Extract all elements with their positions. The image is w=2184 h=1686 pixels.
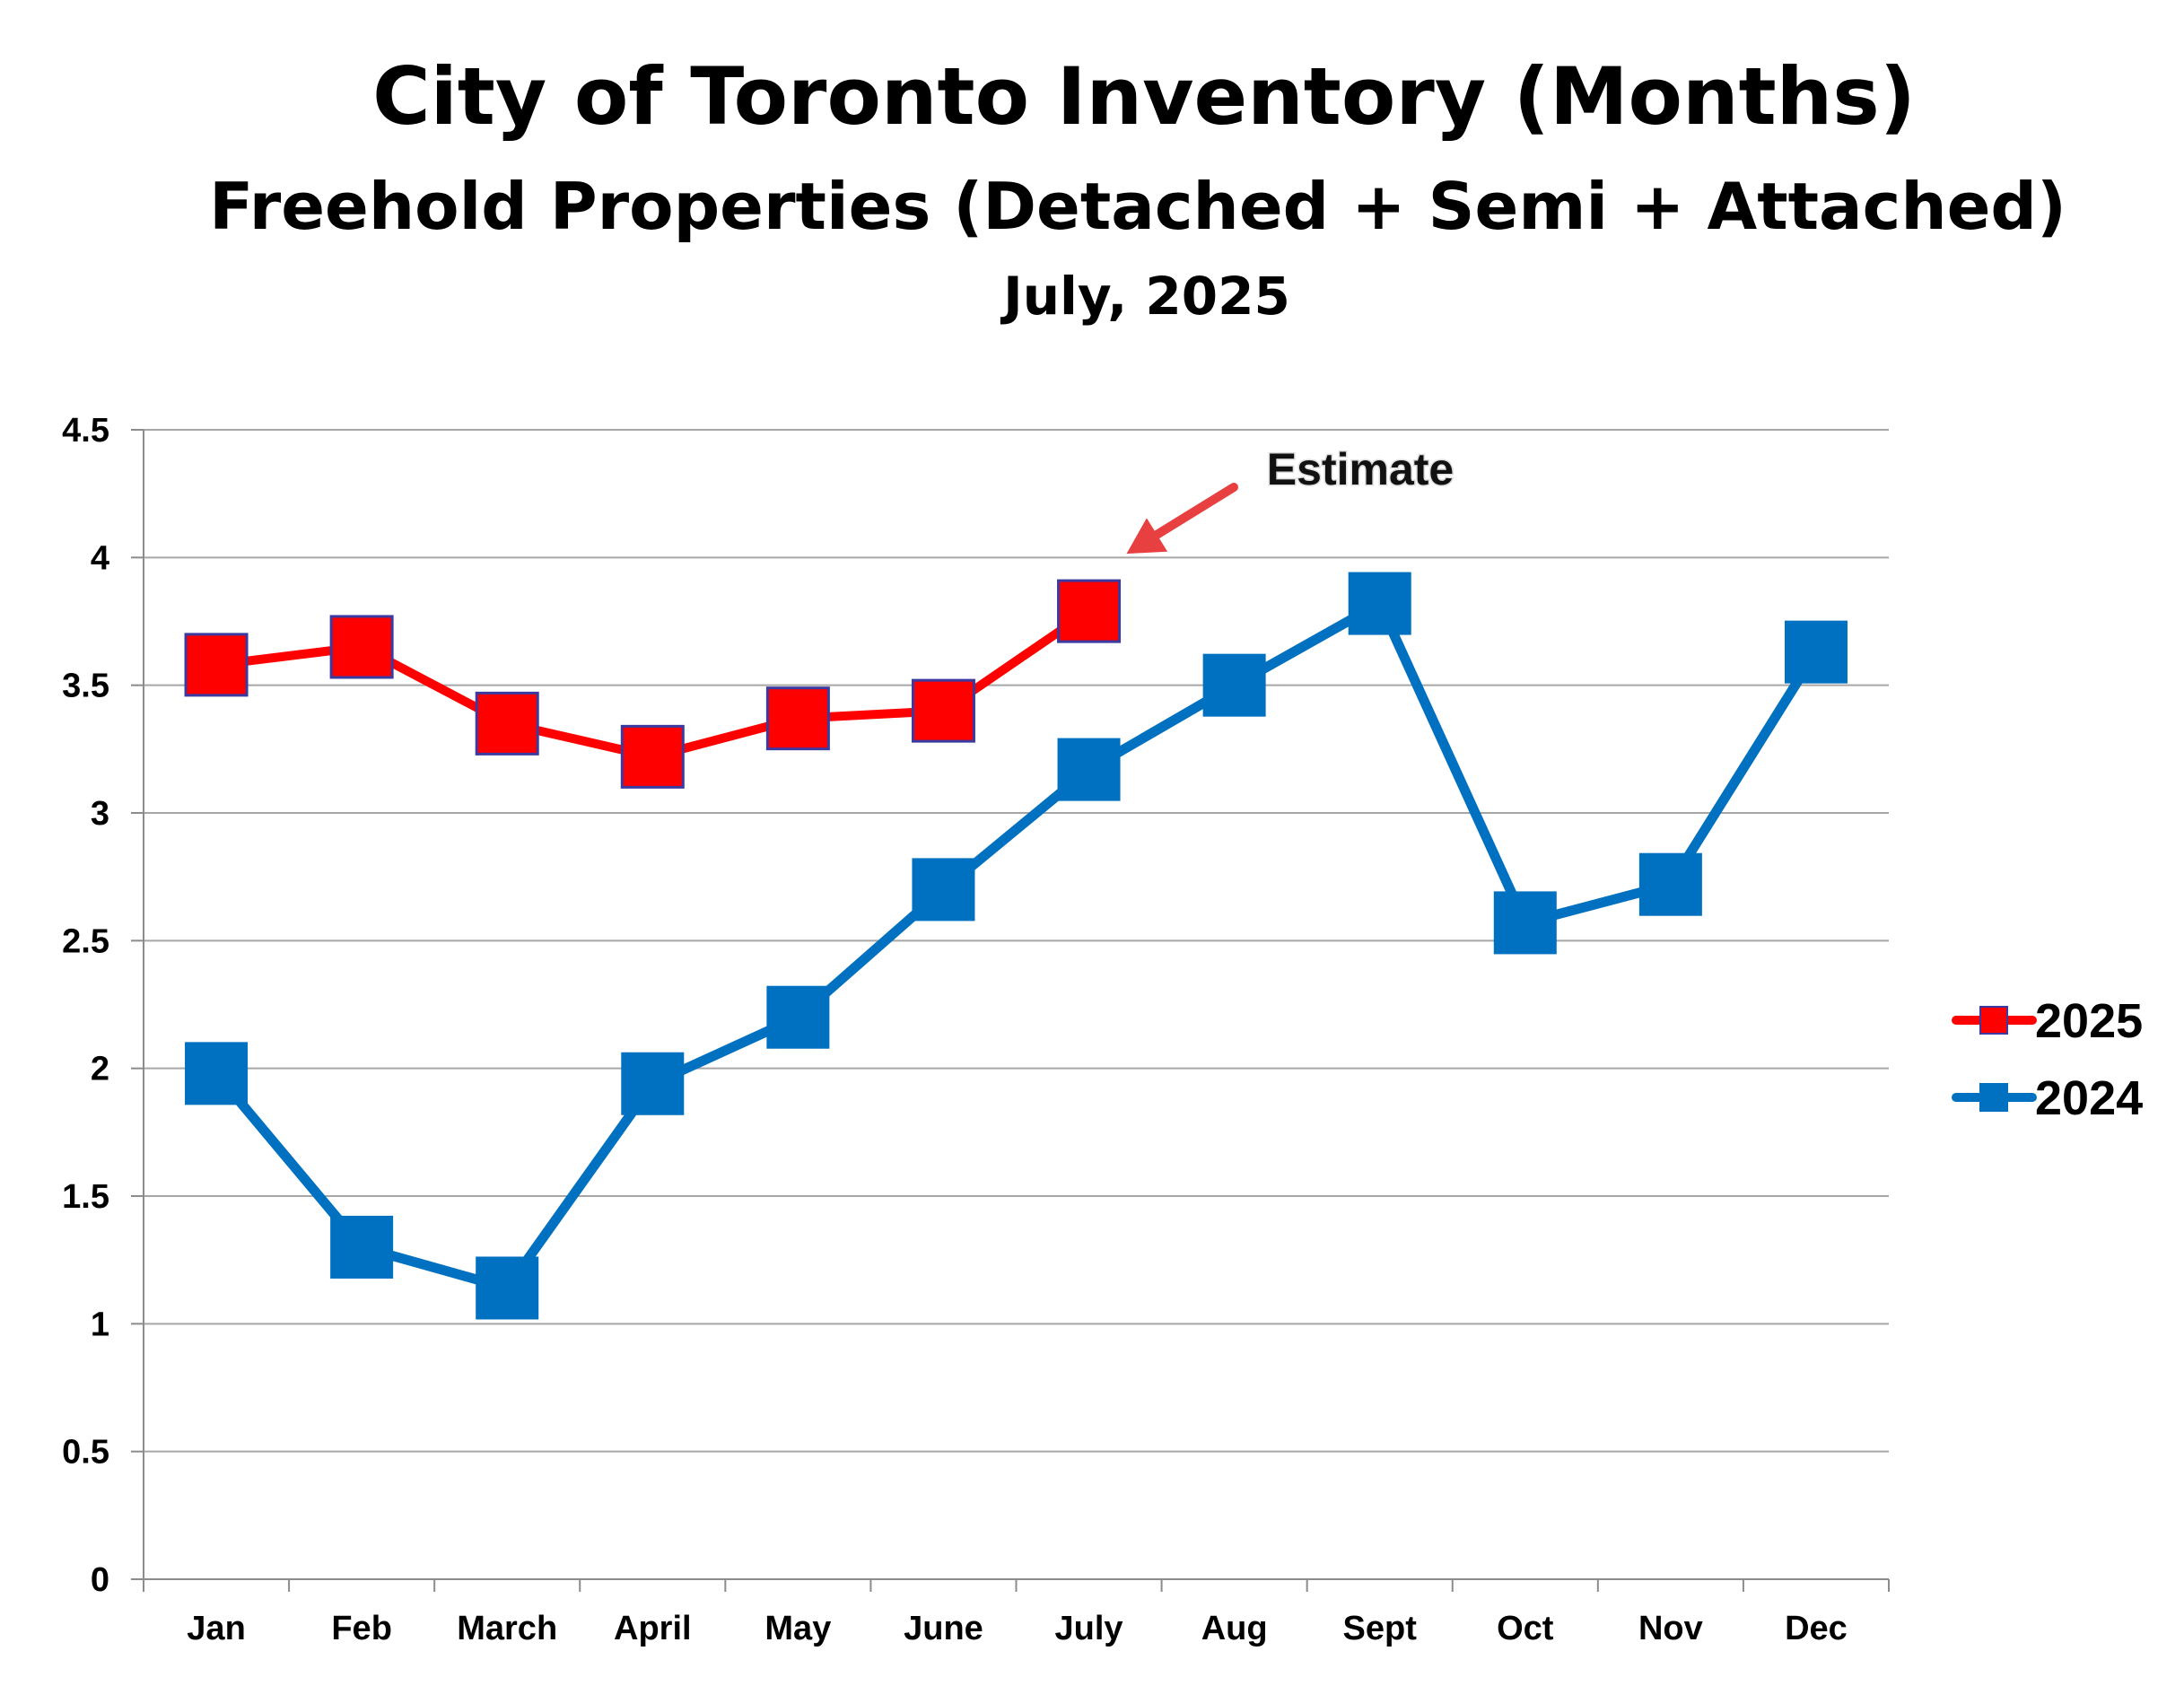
x-tick-label: Sept — [1343, 1610, 1418, 1647]
y-tick-label: 1 — [91, 1306, 109, 1343]
x-tick-label: Jan — [187, 1610, 245, 1647]
series — [184, 572, 1848, 1320]
data-point-2024 — [1493, 891, 1557, 955]
data-point-2024 — [1638, 852, 1702, 916]
data-point-2024 — [185, 1042, 249, 1105]
data-point-2024 — [912, 858, 975, 922]
x-tick-label: Oct — [1497, 1610, 1554, 1647]
data-point-2025 — [329, 615, 394, 679]
legend-label-2025: 2025 — [2035, 994, 2143, 1048]
legend-item-2025: 2025 — [1952, 994, 2143, 1048]
y-tick-label: 2 — [91, 1051, 109, 1088]
data-point-2024 — [1202, 653, 1266, 717]
data-point-2025 — [911, 678, 975, 743]
y-axis-tick-labels: 0 0.5 1 1.5 2 2.5 3 3.5 4 4.5 — [62, 412, 109, 1599]
legend: 2025 2024 — [1952, 994, 2143, 1125]
legend-item-2024: 2024 — [1952, 1071, 2143, 1125]
legend-marker-2024 — [1979, 1083, 2008, 1112]
estimate-annotation: Estimate — [1126, 443, 1455, 555]
x-tick-label: June — [904, 1610, 983, 1647]
data-point-2024 — [476, 1256, 539, 1320]
y-tick-label: 3.5 — [62, 668, 109, 705]
data-point-2024 — [621, 1052, 685, 1115]
annotation-label: Estimate — [1267, 444, 1454, 494]
y-tick-label: 0.5 — [62, 1434, 109, 1472]
data-point-2025 — [620, 724, 685, 789]
annotations: Estimate — [1126, 443, 1455, 555]
chart-subtitle: Freehold Properties (Detached + Semi + A… — [209, 169, 2066, 244]
y-tick-label: 1.5 — [62, 1178, 109, 1216]
x-tick-label: Nov — [1638, 1610, 1703, 1647]
data-point-2025 — [765, 686, 830, 751]
data-point-2024 — [766, 985, 830, 1049]
x-tick-label: April — [614, 1610, 692, 1647]
x-tick-label: May — [764, 1610, 831, 1647]
x-axis-tick-labels: Jan Feb March April May June July Aug Sept Oct Nov… — [187, 1610, 1848, 1647]
y-tick-label: 3 — [91, 795, 109, 833]
chart-date-label: July, 2025 — [1000, 266, 1290, 327]
x-tick-label: Aug — [1201, 1610, 1268, 1647]
x-tick-label: Feb — [331, 1610, 392, 1647]
data-point-2024 — [330, 1215, 394, 1279]
legend-label-2024: 2024 — [2035, 1071, 2143, 1125]
data-point-2025 — [475, 691, 539, 756]
x-tick-label: March — [457, 1610, 557, 1647]
data-point-2025 — [1057, 579, 1122, 643]
annotation-arrow-shaft — [1141, 483, 1238, 546]
data-point-2024 — [1784, 620, 1848, 684]
y-tick-label: 0 — [91, 1561, 109, 1599]
x-tick-label: July — [1055, 1610, 1123, 1647]
axes — [131, 429, 1890, 1592]
series-2025 — [184, 579, 1122, 789]
data-point-2024 — [1057, 738, 1121, 801]
series-2024 — [185, 572, 1848, 1320]
annotation-arrow-head — [1126, 518, 1168, 555]
x-tick-label: Dec — [1785, 1610, 1848, 1647]
legend-marker-2025 — [1979, 1006, 2008, 1035]
chart-title: City of Toronto Inventory (Months) — [372, 50, 1916, 143]
y-tick-label: 2.5 — [62, 922, 109, 960]
y-tick-label: 4.5 — [62, 412, 109, 450]
data-point-2025 — [184, 633, 249, 697]
y-tick-label: 4 — [91, 539, 109, 577]
data-point-2024 — [1348, 572, 1411, 635]
